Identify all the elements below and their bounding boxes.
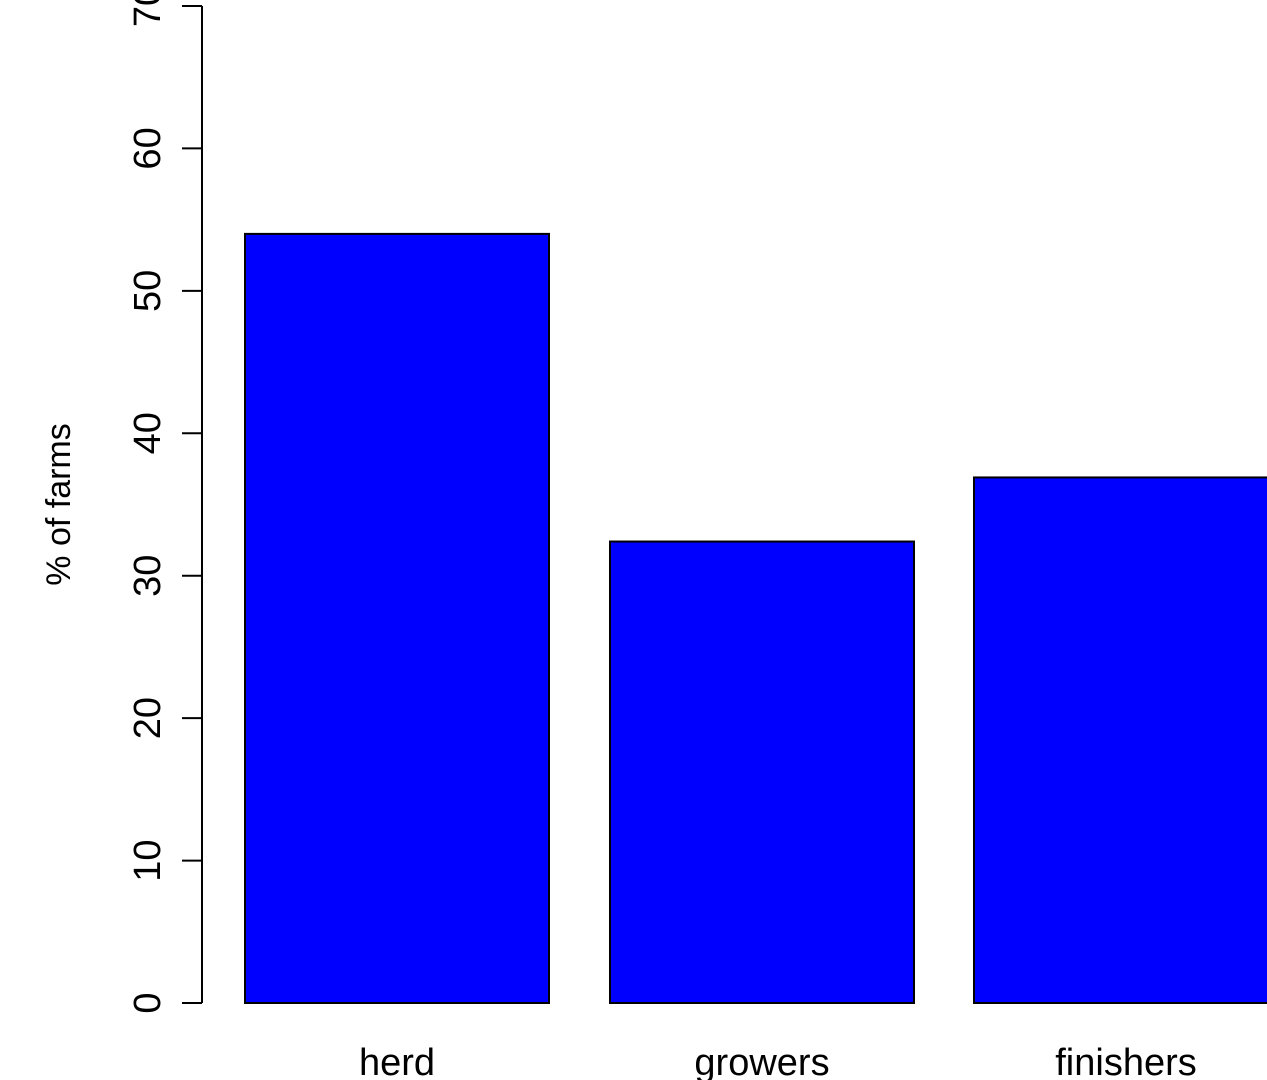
bars	[244, 232, 1267, 1004]
y-tick-label: 50	[127, 270, 169, 312]
y-tick-label: 40	[127, 412, 169, 454]
x-tick-label: growers	[694, 1042, 829, 1080]
x-tick-label: herd	[359, 1042, 435, 1080]
y-tick-label: 60	[127, 127, 169, 169]
x-axis-labels: herd growers finishers	[359, 1042, 1197, 1080]
y-tick-label: 70	[127, 0, 169, 27]
y-axis-title: % of farms	[40, 423, 78, 585]
x-tick-label: finishers	[1055, 1042, 1197, 1080]
y-tick-label: 30	[127, 555, 169, 597]
y-tick-label: 10	[127, 839, 169, 881]
bar-growers	[609, 540, 915, 1004]
y-axis-ticks: 0 10 20 30 40 50 60 70	[127, 0, 202, 1014]
bar-finishers	[973, 476, 1267, 1004]
bar-herd	[244, 232, 550, 1004]
y-tick-label: 0	[127, 992, 169, 1013]
y-tick-label: 20	[127, 697, 169, 739]
